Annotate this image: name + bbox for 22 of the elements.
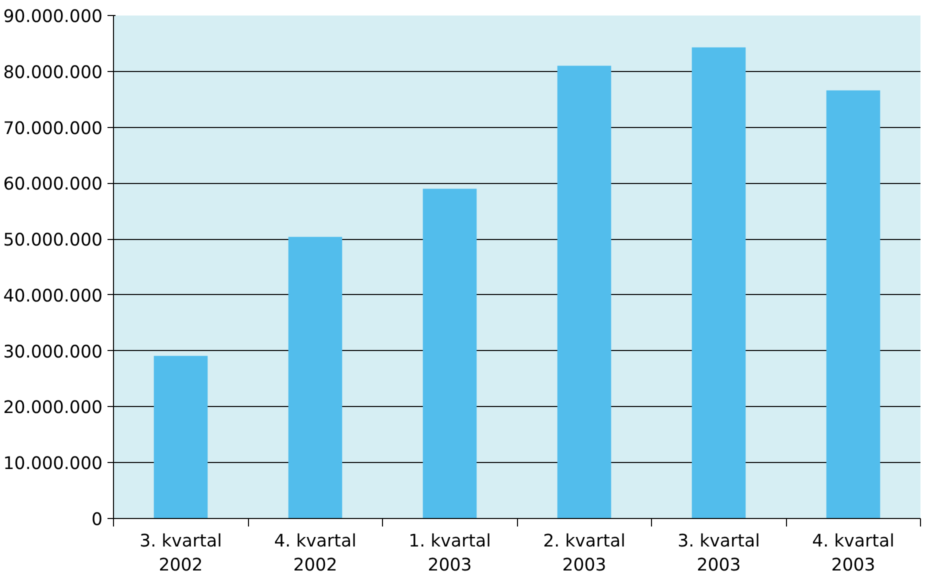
x-tick-label: 1. kvartal 2003: [408, 532, 491, 576]
bar: [826, 90, 880, 518]
bar: [422, 188, 477, 518]
y-tick-label: 80.000.000: [3, 62, 103, 83]
bar: [154, 356, 208, 518]
y-tick-label: 20.000.000: [3, 398, 103, 418]
y-tick-label: 0: [91, 510, 103, 530]
x-tick-label: 3. kvartal 2002: [140, 532, 222, 576]
y-tick-label: 70.000.000: [3, 118, 103, 139]
y-tick-label: 50.000.000: [3, 230, 103, 251]
x-tick-label: 4. kvartal 2003: [812, 532, 894, 576]
bar: [288, 236, 342, 518]
y-tick-label: 30.000.000: [3, 342, 103, 362]
bar: [557, 66, 612, 518]
bar: [692, 47, 746, 518]
y-tick-label: 40.000.000: [3, 286, 103, 306]
x-tick-label: 2. kvartal 2003: [543, 532, 626, 576]
y-tick-label: 90.000.000: [3, 7, 103, 27]
y-tick-label: 10.000.000: [3, 454, 103, 474]
y-tick-label: 60.000.000: [3, 174, 103, 195]
x-tick-label: 4. kvartal 2002: [274, 532, 356, 576]
x-tick-label: 3. kvartal 2003: [678, 532, 760, 576]
